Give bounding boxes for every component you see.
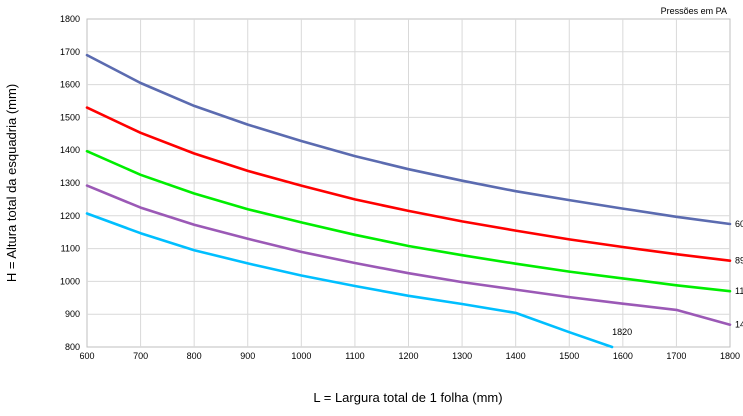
series-end-labels: 60 89 11 14 1820 — [612, 219, 743, 337]
x-tick-label: 700 — [133, 351, 148, 361]
x-tick-label: 1100 — [345, 351, 364, 361]
series-line-89 — [85, 106, 732, 263]
x-tick-label: 1200 — [398, 351, 418, 361]
x-tick-label: 1600 — [613, 351, 633, 361]
series-group — [85, 53, 732, 349]
y-tick-label: 1800 — [60, 14, 80, 24]
x-tick-label: 600 — [79, 351, 94, 361]
y-tick-label: 800 — [65, 342, 80, 352]
grid — [87, 19, 730, 347]
y-tick-labels: 800 900 1000 1100 1200 1300 1400 1500 1600 1700 18… — [60, 14, 80, 352]
y-tick-label: 1500 — [60, 112, 80, 122]
y-tick-label: 1000 — [60, 276, 80, 286]
series-line-14 — [85, 184, 732, 327]
series-line-1820 — [85, 212, 614, 349]
x-tick-label: 1800 — [720, 351, 740, 361]
x-axis-title: L = Largura total de 1 folha (mm) — [313, 390, 502, 405]
y-tick-label: 1300 — [60, 178, 80, 188]
series-end-label: 14 — [735, 320, 743, 330]
series-end-label: 11 — [735, 286, 743, 296]
y-tick-label: 1600 — [60, 80, 80, 90]
pressure-note: Pressões em PA — [661, 6, 727, 16]
series-end-label: 60 — [735, 219, 743, 229]
y-tick-label: 1200 — [60, 211, 80, 221]
y-tick-label: 1400 — [60, 145, 80, 155]
x-tick-label: 800 — [187, 351, 202, 361]
series-end-label: 1820 — [612, 327, 632, 337]
x-tick-label: 1700 — [666, 351, 686, 361]
x-tick-label: 1400 — [506, 351, 526, 361]
y-tick-label: 1100 — [61, 244, 80, 254]
y-tick-label: 900 — [65, 309, 80, 319]
x-tick-label: 1000 — [291, 351, 311, 361]
x-tick-label: 1300 — [452, 351, 472, 361]
y-axis-title: H = Altura total da esquadria (mm) — [4, 84, 19, 282]
x-tick-label: 900 — [240, 351, 255, 361]
y-tick-label: 1700 — [60, 47, 80, 57]
x-tick-label: 1500 — [559, 351, 579, 361]
x-tick-labels: 600 700 800 900 1000 1100 1200 1300 1400 1500 1600… — [79, 351, 740, 361]
series-line-60 — [85, 53, 732, 226]
series-end-label: 89 — [735, 256, 743, 266]
series-line-11 — [85, 149, 732, 293]
